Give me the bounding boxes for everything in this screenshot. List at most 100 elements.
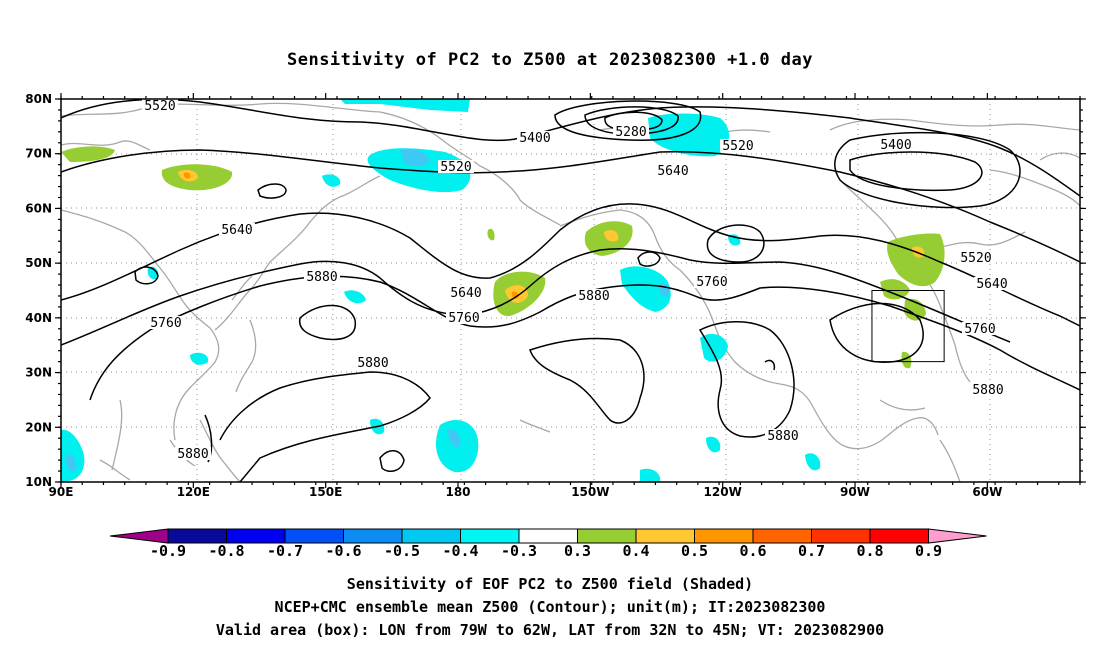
latitude-labels: 80N 70N 60N 50N 40N 30N 20N 10N bbox=[25, 92, 52, 489]
contour-label-bg bbox=[720, 139, 756, 152]
lon-tick-label: 90W bbox=[840, 485, 870, 499]
contour-label-bg bbox=[175, 447, 211, 460]
colorbar-label: 0.9 bbox=[915, 542, 942, 560]
map-title: Sensitivity of PC2 to Z500 at 2023082300… bbox=[286, 50, 813, 70]
contour-labels: 5520 5400 5280 5520 5520 5400 5640 5640 5880 5640… bbox=[142, 99, 1010, 462]
contour-label-bg bbox=[576, 289, 612, 302]
lon-tick-label: 120E bbox=[177, 485, 210, 499]
colorbar-box bbox=[518, 528, 578, 544]
sensitivity-patch bbox=[604, 230, 619, 242]
contour-label: 5760 bbox=[964, 322, 995, 337]
contour-label: 5880 bbox=[578, 289, 609, 304]
colorbar-boxes bbox=[109, 528, 987, 544]
caption-valid-area: Valid area (box): LON from 79W to 62W, L… bbox=[215, 621, 885, 639]
colorbar-label: -0.6 bbox=[325, 542, 361, 560]
lon-tick-label: 180 bbox=[445, 485, 470, 499]
colorbar-box bbox=[226, 528, 286, 544]
contour-label: 5520 bbox=[144, 99, 175, 114]
contour-label: 5880 bbox=[357, 356, 388, 371]
colorbar-label: -0.8 bbox=[208, 542, 244, 560]
contour-label: 5880 bbox=[972, 383, 1003, 398]
sensitivity-patch bbox=[880, 279, 910, 300]
colorbar-right-arrow bbox=[928, 528, 987, 544]
contour-label: 5760 bbox=[696, 275, 727, 290]
contour-label: 5520 bbox=[722, 139, 753, 154]
contour-label-bg bbox=[304, 270, 340, 283]
lon-tick-label: 150W bbox=[571, 485, 609, 499]
sensitivity-patch bbox=[640, 468, 661, 482]
contour-label-bg bbox=[142, 99, 178, 112]
colorbar-label: 0.7 bbox=[798, 542, 825, 560]
contour-label: 5880 bbox=[177, 447, 208, 462]
sensitivity-patch bbox=[61, 146, 115, 162]
sensitivity-patch bbox=[706, 436, 721, 453]
contour-label: 5640 bbox=[976, 277, 1007, 292]
contour-label: 5640 bbox=[657, 164, 688, 179]
colorbar-label: -0.7 bbox=[267, 542, 303, 560]
contour-label: 5760 bbox=[150, 316, 181, 331]
sensitivity-patch bbox=[340, 99, 470, 112]
sensitivity-patch bbox=[901, 351, 912, 369]
colorbar-label: 0.4 bbox=[622, 542, 649, 560]
caption-contour: NCEP+CMC ensemble mean Z500 (Contour); u… bbox=[274, 598, 826, 616]
lat-tick-label: 80N bbox=[25, 92, 52, 106]
lat-tick-label: 30N bbox=[25, 366, 52, 380]
colorbar-box bbox=[635, 528, 695, 544]
lat-tick-label: 70N bbox=[25, 147, 52, 161]
colorbar-box bbox=[577, 528, 637, 544]
contour-label-bg bbox=[878, 138, 914, 151]
sensitivity-patch bbox=[65, 454, 77, 472]
valid-area-box bbox=[871, 290, 945, 363]
lat-tick-label: 10N bbox=[25, 475, 52, 489]
contour-label-bg bbox=[438, 160, 474, 173]
contour-label-bg bbox=[655, 164, 691, 177]
sensitivity-patch bbox=[322, 174, 341, 187]
axis-ticks bbox=[55, 93, 1086, 488]
contour-label-bg bbox=[517, 131, 553, 144]
sensitivity-patch bbox=[61, 429, 85, 482]
contour-label: 5400 bbox=[519, 131, 550, 146]
contour-label-bg bbox=[446, 311, 482, 324]
contour-label-bg bbox=[613, 125, 649, 138]
lon-tick-label: 60W bbox=[972, 485, 1002, 499]
colorbar-box bbox=[811, 528, 871, 544]
colorbar-label: 0.6 bbox=[739, 542, 766, 560]
contour-label-bg bbox=[962, 322, 998, 335]
sensitivity-patch bbox=[487, 228, 495, 241]
sensitivity-map: 5520 5400 5280 5520 5520 5400 5640 5640 5880 5640… bbox=[25, 92, 1086, 499]
sensitivity-patch bbox=[183, 172, 191, 179]
contour-label-bg bbox=[448, 286, 484, 299]
contour-label: 5760 bbox=[448, 311, 479, 326]
lat-tick-label: 60N bbox=[25, 201, 52, 215]
contour-label: 5400 bbox=[880, 138, 911, 153]
contour-label-bg bbox=[970, 383, 1006, 396]
colorbar-box bbox=[167, 528, 227, 544]
contour-label: 5640 bbox=[221, 223, 252, 238]
colorbar-label: 0.5 bbox=[681, 542, 708, 560]
contour-label-bg bbox=[958, 251, 994, 264]
lon-tick-label: 90E bbox=[49, 485, 74, 499]
contour-label-bg bbox=[219, 223, 255, 236]
contour-label: 5880 bbox=[306, 270, 337, 285]
contour-label: 5880 bbox=[767, 429, 798, 444]
contour-label: 5520 bbox=[960, 251, 991, 266]
z500-contours bbox=[61, 99, 1080, 482]
colorbar-box bbox=[752, 528, 812, 544]
colorbar-left-arrow bbox=[109, 528, 169, 544]
colorbar-label: -0.9 bbox=[150, 542, 186, 560]
colorbar-label: -0.5 bbox=[384, 542, 420, 560]
colorbar-label: 0.8 bbox=[856, 542, 883, 560]
lat-tick-label: 20N bbox=[25, 420, 52, 434]
lat-tick-label: 40N bbox=[25, 311, 52, 325]
contour-label: 5520 bbox=[440, 160, 471, 175]
contour-label: 5280 bbox=[615, 125, 646, 140]
contour-label-bg bbox=[148, 316, 184, 329]
contour-label-bg bbox=[974, 277, 1010, 290]
sensitivity-patch bbox=[344, 290, 366, 304]
colorbar-box bbox=[343, 528, 403, 544]
contour-label: 5640 bbox=[450, 286, 481, 301]
sensitivity-patch bbox=[648, 113, 730, 157]
lat-tick-label: 50N bbox=[25, 256, 52, 270]
colorbar-box bbox=[694, 528, 754, 544]
colorbar-box bbox=[284, 528, 344, 544]
